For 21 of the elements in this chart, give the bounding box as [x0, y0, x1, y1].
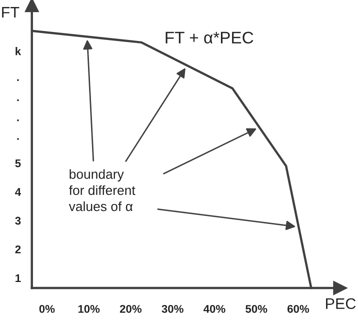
x-axis-title: PEC — [326, 298, 356, 310]
y-tick-label: 5 — [15, 159, 21, 168]
y-tick-label: 4 — [15, 188, 22, 196]
y-tick-label: . — [17, 138, 19, 140]
x-tick-label: 40% — [204, 304, 226, 313]
y-tick-label: . — [17, 99, 19, 102]
x-tick-label: 60% — [288, 304, 310, 313]
annotation: boundary for different values of α — [68, 169, 136, 212]
y-tick-label: k — [16, 47, 22, 56]
x-tick-label: 20% — [120, 304, 142, 313]
x-tick-label: 50% — [246, 304, 268, 313]
x-tick-label: 0% — [39, 304, 55, 313]
y-tick-label: 1 — [16, 274, 21, 282]
y-tick-label: 3 — [15, 216, 21, 225]
y-tick-label: . — [17, 119, 19, 122]
x-tick-label: 10% — [78, 304, 100, 313]
y-axis-title: FT — [2, 7, 20, 18]
y-tick-label: . — [17, 79, 19, 81]
y-tick-label: 2 — [15, 245, 21, 254]
annotation: FT + α*PEC — [166, 32, 254, 44]
x-tick-label: 30% — [162, 304, 184, 313]
